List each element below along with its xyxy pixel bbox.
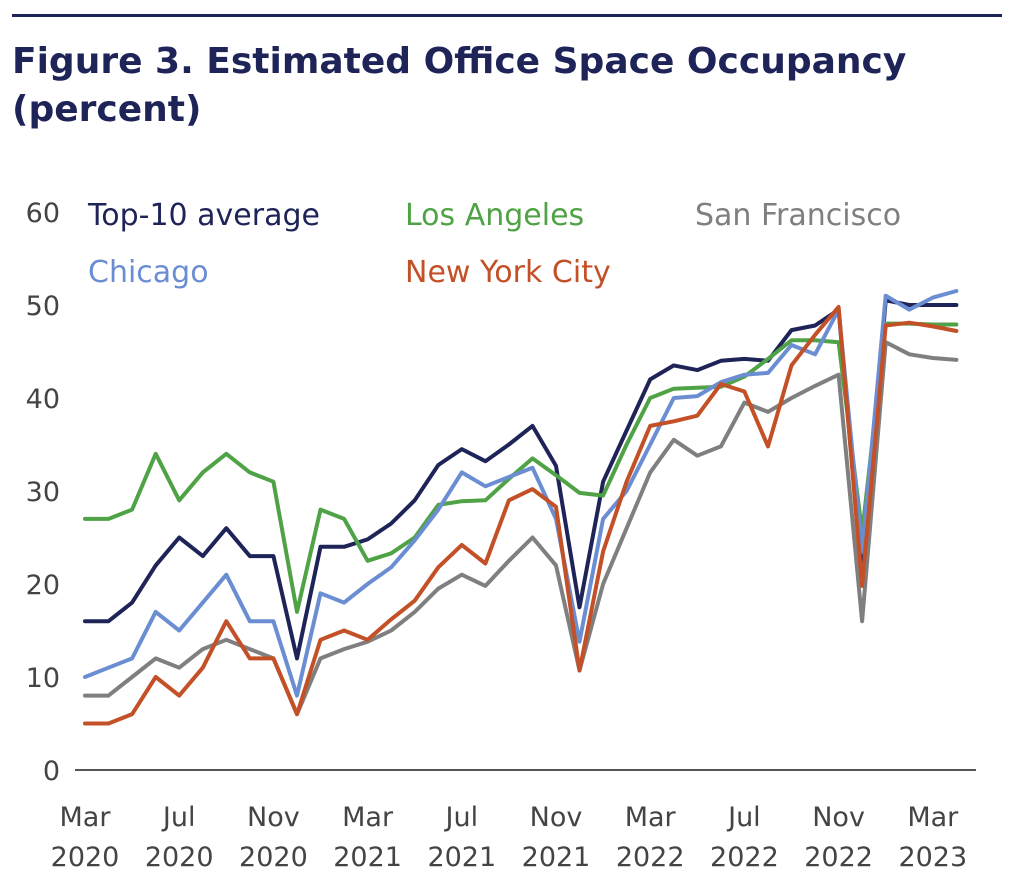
x-tick-year-1: 2020 xyxy=(145,842,214,873)
x-tick-year-7: 2022 xyxy=(710,842,779,873)
x-tick-month-5: Nov xyxy=(530,802,583,833)
series-line-san-francisco xyxy=(83,340,959,717)
y-tick-label-0: 0 xyxy=(43,756,60,787)
x-tick-year-5: 2021 xyxy=(522,842,591,873)
x-tick-year-9: 2023 xyxy=(898,842,967,873)
chart-title: Figure 3. Estimated Office Space Occupan… xyxy=(12,41,907,130)
x-tick-year-8: 2022 xyxy=(804,842,873,873)
x-tick-month-7: Jul xyxy=(726,802,761,833)
y-tick-label-20: 20 xyxy=(26,570,60,601)
x-tick-year-2: 2020 xyxy=(239,842,308,873)
x-tick-month-3: Mar xyxy=(342,802,394,833)
legend-label-chicago: Chicago xyxy=(88,255,209,290)
series-lines xyxy=(83,289,959,726)
x-tick-month-1: Jul xyxy=(161,802,196,833)
legend-label-new-york-city: New York City xyxy=(405,255,611,290)
series-line-top-10-average xyxy=(83,298,959,661)
series-line-los-angeles xyxy=(83,321,959,614)
x-tick-month-2: Nov xyxy=(247,802,300,833)
series-line-chicago xyxy=(83,289,959,698)
x-tick-year-6: 2022 xyxy=(616,842,685,873)
x-tick-year-4: 2021 xyxy=(427,842,496,873)
y-tick-label-10: 10 xyxy=(26,663,60,694)
title-rule xyxy=(12,14,1002,17)
series-line-new-york-city xyxy=(83,304,959,726)
x-axis-ticks: Mar 2020 Jul 2020 Nov 2020 Mar 2021 Jul 2021 Nov 20… xyxy=(51,802,968,873)
y-tick-label-30: 30 xyxy=(26,477,60,508)
x-tick-year-3: 2021 xyxy=(333,842,402,873)
y-tick-label-60: 60 xyxy=(26,198,60,229)
x-tick-month-9: Mar xyxy=(907,802,959,833)
x-tick-month-4: Jul xyxy=(444,802,479,833)
y-tick-label-50: 50 xyxy=(26,291,60,322)
x-tick-month-8: Nov xyxy=(812,802,865,833)
x-tick-year-0: 2020 xyxy=(51,842,120,873)
legend-label-top-10-average: Top-10 average xyxy=(87,198,320,233)
x-tick-month-6: Mar xyxy=(625,802,677,833)
y-tick-label-40: 40 xyxy=(26,384,60,415)
legend-label-san-francisco: San Francisco xyxy=(695,198,901,233)
y-axis-ticks: 0 10 20 30 40 50 60 xyxy=(26,198,60,787)
legend: Top-10 average Los Angeles San Francisco Ch… xyxy=(87,198,901,290)
legend-label-los-angeles: Los Angeles xyxy=(405,198,584,233)
x-tick-month-0: Mar xyxy=(60,802,112,833)
